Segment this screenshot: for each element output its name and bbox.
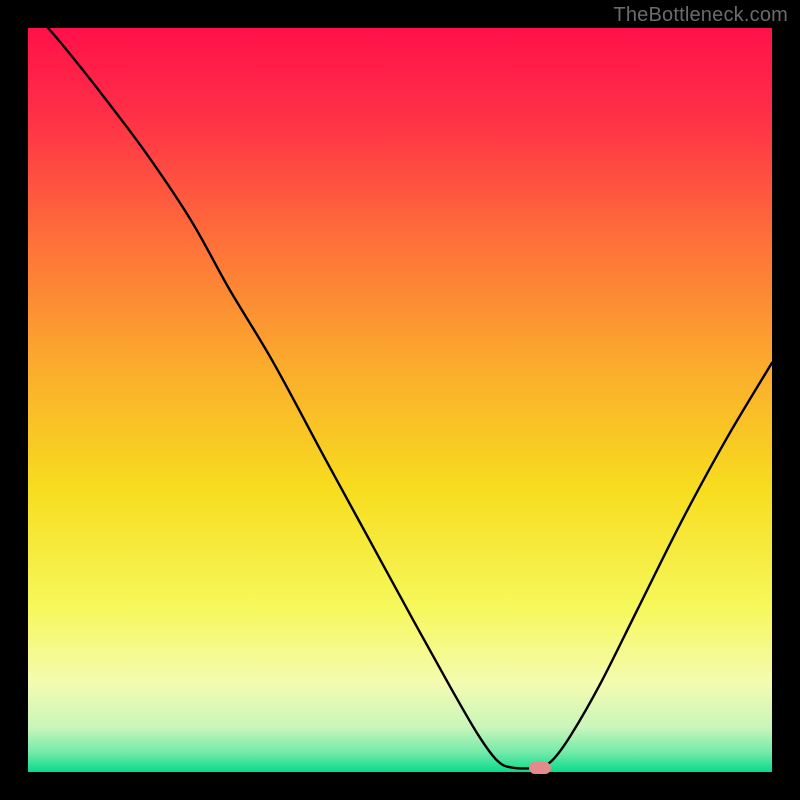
optimal-point-marker xyxy=(529,762,551,774)
watermark-text: TheBottleneck.com xyxy=(613,4,788,27)
chart-container: TheBottleneck.com xyxy=(0,0,800,800)
bottleneck-curve xyxy=(28,28,772,772)
plot-area xyxy=(28,28,772,772)
